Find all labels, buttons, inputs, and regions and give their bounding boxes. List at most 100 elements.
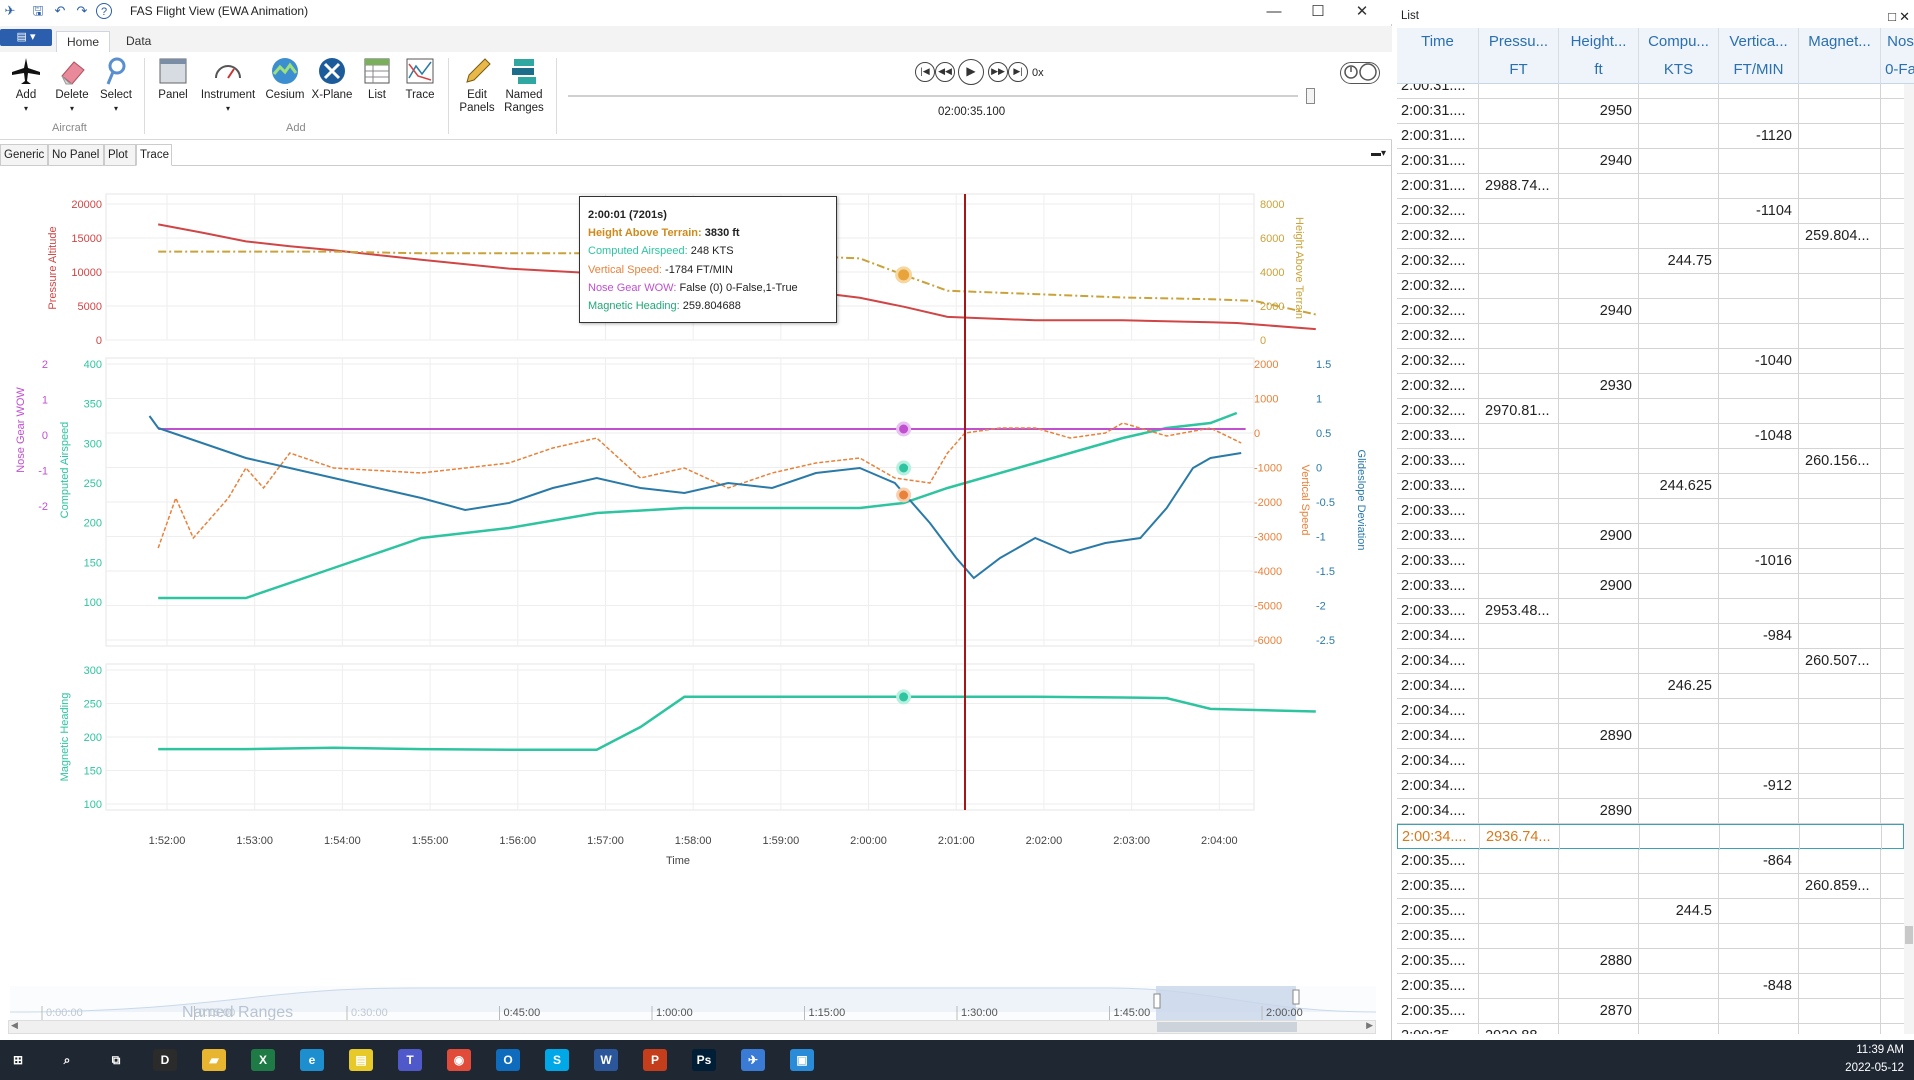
column-header[interactable]: Time (1397, 28, 1479, 56)
horizontal-scrollbar[interactable]: ◀ ▶ (8, 1020, 1376, 1034)
flightview-icon[interactable]: ✈ (741, 1049, 765, 1071)
table-row[interactable]: 2:00:32.... 2930 (1397, 374, 1904, 399)
skip-end-icon[interactable]: ▶| (1008, 62, 1028, 82)
file-explorer-icon[interactable]: ▰ (202, 1049, 226, 1071)
close-button[interactable]: ✕ (1355, 3, 1369, 20)
sticky-notes-icon[interactable]: ▤ (349, 1049, 373, 1071)
table-row[interactable]: 2:00:35.... (1397, 924, 1904, 949)
table-row[interactable]: 2:00:34.... 246.25 (1397, 674, 1904, 699)
add-instrument-button[interactable]: Instrument ▾ (198, 56, 258, 115)
table-row[interactable]: 2:00:31.... 2988.74... (1397, 174, 1904, 199)
column-header[interactable]: Compu... (1639, 28, 1719, 56)
table-row[interactable]: 2:00:34.... -984 (1397, 624, 1904, 649)
table-row[interactable]: 2:00:33.... 244.625 (1397, 474, 1904, 499)
list-maximize-icon[interactable]: □ (1888, 9, 1896, 24)
scroll-right-icon[interactable]: ▶ (1366, 1020, 1373, 1030)
add-cesium-button[interactable]: Cesium (262, 56, 308, 102)
add-panel-button[interactable]: Panel (152, 56, 194, 102)
maximize-button[interactable]: ☐ (1311, 3, 1325, 20)
chrome-icon[interactable]: ◉ (447, 1049, 471, 1071)
table-row[interactable]: 2:00:33.... (1397, 499, 1904, 524)
table-row[interactable]: 2:00:32.... 2940 (1397, 299, 1904, 324)
range-handle-right[interactable] (1292, 989, 1300, 1005)
table-row[interactable]: 2:00:35....2920.88... (1397, 1024, 1904, 1034)
table-row[interactable]: 2:00:32.... (1397, 324, 1904, 349)
search-icon[interactable]: ⌕ (55, 1049, 79, 1071)
play-icon[interactable]: ▶ (958, 59, 984, 85)
file-menu-button[interactable]: ▤ ▾ (0, 29, 52, 46)
skype-icon[interactable]: S (545, 1049, 569, 1071)
scroll-thumb[interactable] (1157, 1022, 1297, 1032)
table-row[interactable]: 2:00:32.... -1104 (1397, 199, 1904, 224)
rewind-icon[interactable]: ◀◀ (935, 62, 955, 82)
table-row[interactable]: 2:00:33.... 2900 (1397, 524, 1904, 549)
list-vertical-scrollbar[interactable] (1904, 84, 1914, 1034)
column-header[interactable]: Magnet... (1799, 28, 1881, 56)
table-row[interactable]: 2:00:35.... 2870 (1397, 999, 1904, 1024)
table-row[interactable]: 2:00:32.... -1040 (1397, 349, 1904, 374)
named-ranges-button[interactable]: Named Ranges (500, 56, 548, 115)
table-row[interactable]: 2:00:33.... 2953.48... (1397, 599, 1904, 624)
panel-menu-icon[interactable]: ▬▾ (1370, 148, 1386, 159)
skip-start-icon[interactable]: |◀ (915, 62, 935, 82)
minimize-button[interactable]: — (1266, 3, 1282, 20)
edge-icon[interactable]: e (300, 1049, 324, 1071)
table-row[interactable]: 2:00:31.... -1120 (1397, 124, 1904, 149)
table-row[interactable]: 2:00:34.... 2936.74... (1397, 824, 1904, 850)
table-row[interactable]: 2:00:31.... (1397, 84, 1904, 99)
outlook-icon[interactable]: O (496, 1049, 520, 1071)
redo-icon[interactable]: ↷ (76, 3, 88, 18)
column-header[interactable]: Vertica... (1719, 28, 1799, 56)
edit-panels-button[interactable]: Edit Panels (454, 56, 500, 115)
table-row[interactable]: 2:00:32.... 244.75 (1397, 249, 1904, 274)
dell-icon[interactable]: D (153, 1049, 177, 1071)
photoshop-icon[interactable]: Ps (692, 1049, 716, 1071)
table-row[interactable]: 2:00:34.... (1397, 749, 1904, 774)
fast-forward-icon[interactable]: ▶▶ (988, 62, 1008, 82)
teams-icon[interactable]: T (398, 1049, 422, 1071)
save-icon[interactable]: 🖫 (32, 3, 44, 18)
table-row[interactable]: 2:00:34.... -912 (1397, 774, 1904, 799)
table-row[interactable]: 2:00:35.... -864 (1397, 849, 1904, 874)
table-row[interactable]: 2:00:35.... 260.859... (1397, 874, 1904, 899)
add-trace-button[interactable]: Trace (400, 56, 440, 102)
table-row[interactable]: 2:00:33.... 2900 (1397, 574, 1904, 599)
add-list-button[interactable]: List (358, 56, 396, 102)
table-row[interactable]: 2:00:35.... 2880 (1397, 949, 1904, 974)
playback-slider-track[interactable] (568, 95, 1298, 97)
powerpoint-icon[interactable]: P (643, 1049, 667, 1071)
scroll-left-icon[interactable]: ◀ (11, 1020, 18, 1030)
help-icon[interactable]: ? (96, 3, 112, 19)
select-aircraft-button[interactable]: Select ▾ (96, 56, 136, 115)
task-view-icon[interactable]: ⧉ (104, 1049, 128, 1071)
tab-data[interactable]: Data (126, 34, 152, 48)
column-header[interactable]: Nos (1881, 28, 1914, 56)
excel-icon[interactable]: X (251, 1049, 275, 1071)
tab-trace[interactable]: Trace (136, 144, 172, 166)
table-row[interactable]: 2:00:32.... (1397, 274, 1904, 299)
table-row[interactable]: 2:00:34.... 2890 (1397, 799, 1904, 824)
add-aircraft-button[interactable]: Add ▾ (6, 56, 46, 115)
table-row[interactable]: 2:00:35.... -848 (1397, 974, 1904, 999)
undo-icon[interactable]: ↶ (54, 3, 66, 18)
tab-plot[interactable]: Plot (104, 144, 136, 166)
table-row[interactable]: 2:00:31.... 2950 (1397, 99, 1904, 124)
table-row[interactable]: 2:00:34.... 2890 (1397, 724, 1904, 749)
table-row[interactable]: 2:00:31.... 2940 (1397, 149, 1904, 174)
table-row[interactable]: 2:00:35.... 244.5 (1397, 899, 1904, 924)
delete-aircraft-button[interactable]: Delete ▾ (50, 56, 94, 115)
range-handle-left[interactable] (1153, 993, 1161, 1009)
list-close-icon[interactable]: ✕ (1899, 9, 1910, 24)
playback-slider-thumb[interactable] (1306, 88, 1315, 104)
tab-home[interactable]: Home (56, 31, 111, 52)
start-icon[interactable]: ⊞ (6, 1049, 30, 1071)
named-ranges-bar[interactable]: 0:00:00 0:15:00 0:30:00 0:45:00 1:00:00 1:15:… (9, 986, 1377, 1036)
range-selection[interactable] (1156, 986, 1296, 1020)
column-header[interactable]: Height... (1559, 28, 1639, 56)
column-header[interactable]: Pressu... (1479, 28, 1559, 56)
table-row[interactable]: 2:00:32.... 2970.81... (1397, 399, 1904, 424)
table-row[interactable]: 2:00:33.... 260.156... (1397, 449, 1904, 474)
table-row[interactable]: 2:00:34.... (1397, 699, 1904, 724)
tab-generic[interactable]: Generic (0, 144, 48, 166)
list-scroll-thumb[interactable] (1905, 926, 1913, 944)
